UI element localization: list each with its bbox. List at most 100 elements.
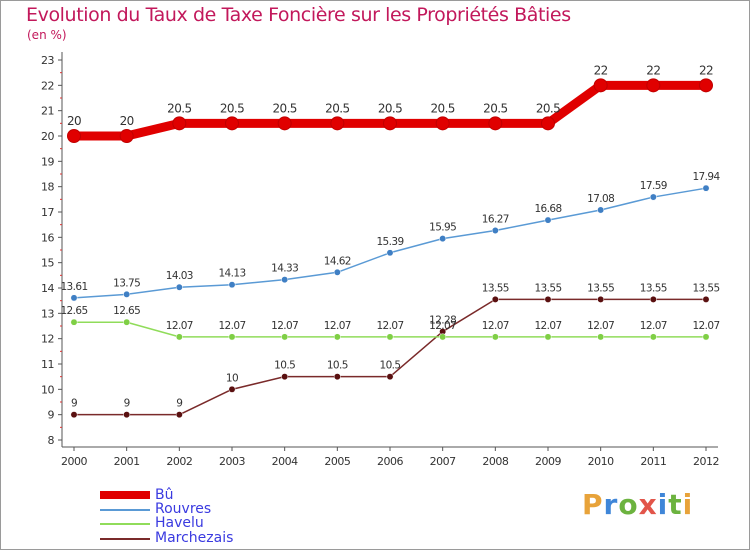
data-label: 20.5 [536, 101, 560, 115]
data-label: 10.5 [380, 360, 401, 372]
data-point [702, 333, 710, 341]
x-tick-label: 2008 [482, 455, 508, 468]
data-label: 20 [67, 114, 81, 128]
data-point [597, 206, 605, 214]
data-label: 20.5 [325, 101, 349, 115]
data-point [175, 283, 183, 291]
y-tick-label: 10 [41, 383, 54, 396]
y-tick-label: 23 [41, 54, 54, 67]
data-label: 20.5 [483, 101, 507, 115]
x-tick-label: 2011 [640, 455, 666, 468]
y-tick-label: 9 [48, 409, 55, 422]
x-tick-label: 2002 [166, 455, 192, 468]
data-point [225, 116, 239, 131]
data-point [119, 129, 134, 143]
data-point [386, 249, 394, 257]
x-tick-label: 2003 [219, 455, 245, 468]
legend-label-havelu: Havelu [155, 515, 204, 531]
y-tick-label: 11 [41, 358, 54, 371]
legend-swatch-havelu [100, 523, 150, 525]
data-label: 13.55 [587, 282, 614, 294]
data-label: 13.61 [60, 281, 87, 293]
data-label: 13.55 [534, 282, 561, 294]
proxiti-logo: Proxiti [582, 488, 694, 521]
data-label: 20.5 [431, 101, 455, 115]
data-label: 12.07 [324, 320, 351, 332]
data-label: 22 [646, 63, 660, 77]
data-point [435, 116, 450, 131]
data-point [488, 116, 503, 131]
data-point [544, 216, 552, 224]
y-tick-label: 18 [41, 181, 54, 194]
data-label: 12.07 [271, 320, 298, 332]
x-tick-label: 2005 [324, 455, 350, 468]
data-point [70, 411, 78, 419]
x-tick-label: 2001 [114, 455, 140, 468]
data-label: 12.07 [640, 320, 667, 332]
data-point [281, 276, 289, 284]
x-tick-label: 2006 [377, 455, 403, 468]
y-tick-label: 19 [41, 155, 54, 168]
series-line-marchezais [73, 298, 707, 416]
data-label: 22 [699, 63, 713, 77]
y-tick-label: 12 [41, 333, 54, 346]
data-point [333, 333, 341, 341]
data-point [439, 333, 447, 341]
data-point [491, 333, 499, 341]
data-point [491, 295, 499, 303]
data-label: 12.07 [587, 320, 614, 332]
data-point [67, 129, 81, 143]
data-label: 17.59 [640, 180, 667, 192]
data-label: 10.5 [327, 360, 348, 372]
data-point [439, 235, 447, 243]
data-point [228, 385, 236, 393]
data-point [702, 295, 710, 303]
data-point [544, 333, 552, 341]
data-point [70, 294, 78, 302]
data-point [175, 333, 183, 341]
data-point [172, 116, 187, 131]
data-label: 16.27 [482, 213, 509, 225]
data-label: 12.28 [429, 315, 456, 327]
data-point [333, 373, 341, 381]
x-tick-label: 2012 [693, 455, 719, 468]
data-point [175, 411, 183, 419]
chart-subtitle: (en %) [27, 28, 67, 42]
data-label: 12.07 [482, 320, 509, 332]
data-label: 9 [176, 398, 182, 410]
x-tick-label: 2009 [535, 455, 561, 468]
data-point [228, 333, 236, 341]
y-tick-label: 8 [48, 434, 55, 447]
data-label: 12.07 [692, 320, 719, 332]
data-label: 12.07 [429, 320, 456, 332]
data-label: 22 [594, 63, 608, 77]
legend-label-rouvres: Rouvres [155, 501, 212, 517]
data-label: 12.07 [534, 320, 561, 332]
data-point [70, 318, 78, 326]
legend-swatch-bu [100, 491, 150, 499]
y-tick-label: 13 [41, 307, 54, 320]
data-point [699, 78, 713, 93]
data-point [330, 116, 345, 131]
x-tick-label: 2007 [430, 455, 456, 468]
data-label: 14.13 [218, 268, 245, 280]
data-label: 20 [120, 114, 134, 128]
data-label: 12.65 [113, 305, 140, 317]
legend-swatch-marchezais [100, 538, 150, 540]
data-point [123, 318, 131, 326]
data-label: 14.33 [271, 263, 298, 275]
data-point [646, 78, 661, 93]
data-label: 16.68 [534, 203, 561, 215]
data-label: 13.75 [113, 277, 140, 289]
data-label: 15.95 [429, 222, 456, 234]
data-point [649, 333, 657, 341]
x-tick-label: 2004 [272, 455, 298, 468]
y-tick-label: 22 [41, 79, 54, 92]
y-tick-label: 17 [41, 206, 54, 219]
data-label: 20.5 [273, 101, 297, 115]
data-label: 9 [124, 398, 130, 410]
data-label: 20.5 [378, 101, 402, 115]
data-label: 13.55 [640, 282, 667, 294]
data-point [123, 411, 131, 419]
